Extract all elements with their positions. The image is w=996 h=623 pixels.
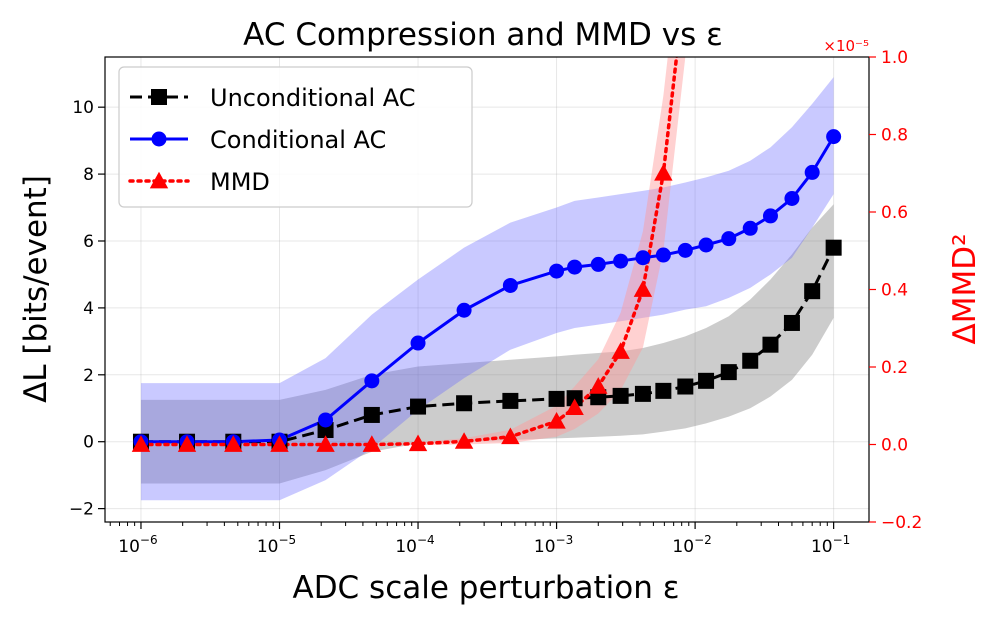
data-point-0-14 <box>655 382 672 399</box>
x-tick-label-2: 10−4 <box>395 533 434 557</box>
left-y-tick-label-6: 10 <box>72 98 94 118</box>
legend-label-1: Conditional AC <box>210 126 386 154</box>
data-point-0-17 <box>720 364 737 381</box>
data-point-1-17 <box>721 231 737 247</box>
right-y-axis-ticks: −0.2 0.0 0.2 0.4 0.6 0.8 1.0 <box>869 48 922 533</box>
data-point-2-3 <box>270 435 289 452</box>
left-y-tick-label-4: 6 <box>83 232 94 252</box>
data-point-0-15 <box>677 378 694 395</box>
data-point-1-18 <box>742 220 758 236</box>
data-point-1-13 <box>635 250 651 266</box>
left-y-axis-ticks: −2 0 2 4 6 8 10 <box>69 98 105 520</box>
data-point-2-1 <box>177 435 197 452</box>
data-point-0-16 <box>698 372 715 389</box>
data-point-2-14 <box>654 164 673 181</box>
data-point-1-6 <box>410 335 426 351</box>
data-point-1-15 <box>677 242 693 258</box>
data-point-2-0 <box>131 435 151 452</box>
series-line-0 <box>140 247 835 444</box>
data-point-2-2 <box>224 435 243 452</box>
data-point-0-10 <box>566 390 583 407</box>
left-y-tick-label-1: 0 <box>83 433 94 453</box>
data-point-1-22 <box>826 129 842 145</box>
confidence-bands <box>140 57 834 501</box>
left-y-tick-label-2: 2 <box>83 366 94 386</box>
series-markers <box>131 129 842 452</box>
band-0 <box>140 204 834 484</box>
right-axis-multiplier: ×10⁻⁵ <box>823 37 869 55</box>
x-tick-label-1: 10−5 <box>257 533 296 557</box>
data-point-0-13 <box>634 385 651 402</box>
x-tick-label-5: 10−1 <box>811 533 850 557</box>
data-point-1-5 <box>364 373 380 389</box>
right-y-tick-label-6: 1.0 <box>881 48 908 68</box>
data-point-2-5 <box>362 435 382 452</box>
legend: Unconditional AC Conditional AC MMD <box>118 66 473 208</box>
legend-marker-2 <box>149 171 169 189</box>
right-y-tick-label-3: 0.4 <box>881 281 908 301</box>
data-point-2-13 <box>633 280 653 297</box>
right-y-axis-label: ΔMMD² <box>947 234 983 345</box>
data-point-1-20 <box>784 191 800 207</box>
left-y-axis-label: ΔL [bits/event] <box>18 175 54 403</box>
data-point-1-7 <box>456 302 472 318</box>
data-point-2-8 <box>501 427 520 445</box>
data-point-1-19 <box>762 208 778 224</box>
data-point-2-11 <box>589 377 608 394</box>
data-point-0-21 <box>804 283 821 300</box>
legend-marker-0 <box>151 89 167 105</box>
legend-label-2: MMD <box>210 168 270 196</box>
right-y-tick-label-0: −0.2 <box>881 513 922 533</box>
data-point-1-8 <box>502 277 518 293</box>
data-point-0-20 <box>783 314 800 331</box>
chart-title: AC Compression and MMD vs ε <box>243 17 723 53</box>
x-axis-minor-ticks <box>109 522 828 526</box>
x-tick-label-3: 10−3 <box>534 533 573 557</box>
left-y-tick-label-5: 8 <box>83 165 94 185</box>
right-y-tick-label-2: 0.2 <box>881 358 908 378</box>
legend-marker-1 <box>151 131 167 147</box>
left-y-tick-label-0: −2 <box>69 500 94 520</box>
legend-items: Unconditional AC Conditional AC MMD <box>128 84 416 196</box>
data-point-0-8 <box>502 392 519 409</box>
data-point-2-4 <box>316 435 335 452</box>
data-point-1-10 <box>567 259 583 275</box>
x-tick-label-4: 10−2 <box>672 533 711 557</box>
data-point-1-16 <box>698 237 714 253</box>
data-point-1-12 <box>613 253 629 269</box>
data-point-0-6 <box>410 398 427 415</box>
data-point-0-7 <box>456 395 473 412</box>
data-point-0-18 <box>742 352 759 369</box>
data-point-2-6 <box>408 434 428 452</box>
data-point-1-21 <box>804 164 820 180</box>
data-point-0-9 <box>548 390 565 407</box>
data-point-1-4 <box>318 412 334 428</box>
data-point-0-19 <box>762 336 779 353</box>
series-line-2 <box>139 57 679 447</box>
band-1 <box>140 77 834 501</box>
legend-box <box>118 66 473 208</box>
data-point-2-10 <box>565 398 584 416</box>
data-point-1-9 <box>549 263 565 279</box>
data-point-2-9 <box>547 412 566 429</box>
legend-label-0: Unconditional AC <box>210 84 416 112</box>
data-point-0-5 <box>363 406 380 423</box>
x-axis-ticks: 10−6 10−5 10−4 10−3 10−2 10−1 <box>118 522 850 557</box>
data-point-0-12 <box>612 387 629 404</box>
x-tick-label-0: 10−6 <box>118 533 157 557</box>
data-point-2-12 <box>611 342 630 359</box>
data-point-1-11 <box>590 256 606 272</box>
x-axis-label: ADC scale perturbation ε <box>292 570 679 606</box>
right-y-tick-label-1: 0.0 <box>881 436 908 456</box>
right-y-tick-label-4: 0.6 <box>881 203 908 223</box>
left-y-tick-label-3: 4 <box>83 299 94 319</box>
right-y-tick-label-5: 0.8 <box>881 126 908 146</box>
data-point-2-7 <box>454 432 474 449</box>
data-point-0-22 <box>825 239 842 256</box>
data-point-1-14 <box>655 247 671 263</box>
